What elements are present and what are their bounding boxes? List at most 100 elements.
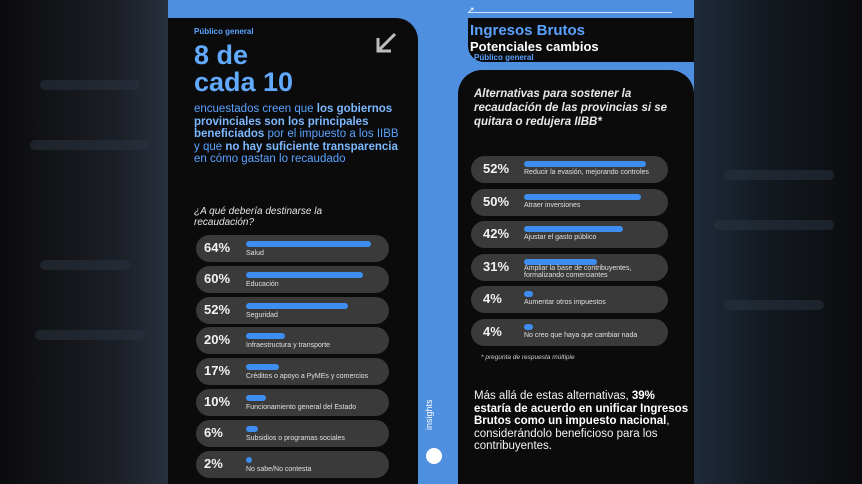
- right-infographic: ↗ Ingresos Brutos Potenciales cambios Pú…: [418, 0, 694, 484]
- bar-category-label-line: No creo que haya que cambiar nada: [524, 332, 638, 339]
- right-chart-question: Alternativas para sostener la recaudació…: [474, 88, 668, 128]
- bar-value-label: 52%: [483, 161, 510, 176]
- title-box: [468, 18, 694, 62]
- brand-logo-icon: [426, 448, 442, 464]
- conclusion-text: , considerándolo beneficioso para los co…: [474, 415, 670, 453]
- bar-row: 20% Infraestructura y transporte: [196, 327, 389, 355]
- lead-emphasis: los gobiernos provinciales son los princ…: [194, 103, 393, 140]
- bar-category-label: No creo que haya que cambiar nada: [524, 332, 637, 340]
- background-left-blur: [0, 0, 168, 484]
- arrow-up-right-icon: ↗: [467, 5, 475, 15]
- bar: [524, 193, 642, 200]
- bar-category-label: Atraer inversiones: [524, 202, 580, 210]
- page-title: Ingresos Brutos: [470, 22, 586, 39]
- bar-row: 42% Ajustar el gasto público: [471, 221, 668, 249]
- blur-shape: [35, 330, 145, 340]
- bar-row: 4% No creo que haya que cambiar nada: [471, 319, 668, 346]
- bar: [524, 291, 534, 298]
- bar-value-label: 6%: [204, 424, 223, 440]
- bar-row: 52% Seguridad: [196, 296, 389, 324]
- bar: [524, 226, 623, 233]
- bar: [246, 271, 364, 278]
- audience-tag: Público general: [194, 27, 254, 36]
- conclusion-text: Más allá de estas alternativas,: [474, 390, 632, 402]
- bar-row: 60% Educación: [196, 265, 389, 293]
- blur-shape: [40, 80, 140, 90]
- arrow-down-left-icon: [376, 32, 397, 53]
- bar-value-label: 42%: [483, 226, 510, 242]
- bar: [246, 333, 286, 340]
- brand-wordmark: insights: [424, 399, 434, 430]
- lead-emphasis: no hay suficiente transparencia: [225, 140, 398, 153]
- background-right-blur: [694, 0, 862, 484]
- bar-category-label: Salud: [246, 250, 264, 257]
- bar-value-label: 2%: [204, 455, 223, 471]
- bar-category-label: Ampliar la base de contribuyentes, formal…: [524, 265, 631, 280]
- bar-value-label: 20%: [204, 332, 231, 348]
- lead-text: por el impuesto a los IIBB y que: [194, 128, 399, 153]
- bar-category-label: Funcionamiento general del Estado: [246, 404, 357, 411]
- headline-line-2: cada 10: [194, 67, 294, 97]
- bar-category-label: Reducir la evasión, mejorando controles: [524, 169, 649, 177]
- bar-row: 2% No sabe/No contesta: [196, 450, 389, 478]
- conclusion-emphasis: 39% estaría de acuerdo en unificar Ingre…: [474, 390, 689, 428]
- bar: [246, 425, 258, 432]
- bar-category-label: Infraestructura y transporte: [246, 342, 331, 350]
- bar: [246, 456, 252, 463]
- bar-value-label: 50%: [483, 193, 510, 209]
- headline-stat: 8 de cada 10: [194, 42, 293, 96]
- bar-value-label: 4%: [483, 324, 502, 339]
- lead-paragraph: encuestados creen que los gobiernos prov…: [194, 103, 399, 166]
- left-infographic: Público general 8 de cada 10 encuestados…: [168, 0, 418, 484]
- bar: [246, 241, 371, 247]
- headline-line-1: 8 de: [194, 40, 249, 70]
- blur-shape: [30, 140, 150, 150]
- footnote: * pregunta de respuesta múltiple: [481, 354, 575, 361]
- bar-value-label: 64%: [204, 240, 231, 255]
- bar-value-label: 10%: [204, 394, 231, 409]
- bar-row: 64% Salud: [196, 235, 389, 262]
- divider-line: [468, 12, 672, 13]
- lead-text: en cómo gastan lo recaudado: [194, 140, 408, 165]
- bar-category-label: Educación: [246, 280, 279, 288]
- bar-category-label-line: Ampliar la base de contribuyentes,: [524, 264, 632, 272]
- conclusion-paragraph: Más allá de estas alternativas, 39% esta…: [474, 390, 689, 453]
- bar-category-label: Seguridad: [246, 311, 278, 319]
- left-chart-question: ¿A qué debería destinarse la recaudación…: [194, 206, 323, 228]
- bar: [524, 324, 534, 330]
- bar-row: 52% Reducir la evasión, mejorando control…: [471, 156, 668, 183]
- page-subtitle: Potenciales cambios: [470, 39, 599, 54]
- bar-row: 4% Aumentar otros impuestos: [471, 286, 668, 314]
- bar-row: 50% Atraer inversiones: [471, 188, 668, 216]
- bar-category-label: Subsidios o programas sociales: [246, 434, 345, 442]
- bar-category-label: Aumentar otros impuestos: [524, 299, 606, 307]
- bar-category-label: Ajustar el gasto público: [524, 234, 596, 242]
- bar: [524, 161, 646, 167]
- bar-row: 10% Funcionamiento general del Estado: [196, 389, 389, 416]
- blur-shape: [40, 260, 130, 270]
- bar-category-label: No sabe/No contesta: [246, 465, 312, 473]
- bar: [246, 395, 266, 401]
- bar-value-label: 17%: [204, 363, 231, 379]
- blur-shape: [714, 220, 834, 230]
- bar-value-label: 60%: [204, 270, 231, 286]
- bar-row: 17% Créditos o apoyo a PyMEs y comercios: [196, 358, 389, 386]
- blur-shape: [724, 170, 834, 180]
- audience-tag: Público general: [474, 53, 534, 62]
- bar-category-label: Créditos o apoyo a PyMEs y comercios: [246, 373, 369, 381]
- bar-value-label: 4%: [483, 291, 502, 307]
- bar-category-label-line: Atraer inversiones: [524, 201, 581, 209]
- bar-category-label-line: Ajustar el gasto público: [524, 234, 597, 242]
- bar-category-label-line: Aumentar otros impuestos: [524, 299, 606, 307]
- bar: [524, 258, 597, 265]
- blur-shape: [724, 300, 824, 310]
- bar-category-label-line: formalizando comerciantes: [524, 272, 608, 280]
- bar-category-label-line: Reducir la evasión, mejorando controles: [524, 169, 649, 176]
- bar-row: 31% Ampliar la base de contribuyentes, for…: [471, 253, 668, 281]
- bar: [246, 302, 348, 309]
- bar: [246, 364, 280, 371]
- bar-value-label: 52%: [204, 301, 231, 317]
- lead-text: encuestados creen que: [194, 103, 317, 115]
- bar-row: 6% Subsidios o programas sociales: [196, 419, 389, 447]
- bar-value-label: 31%: [483, 258, 510, 274]
